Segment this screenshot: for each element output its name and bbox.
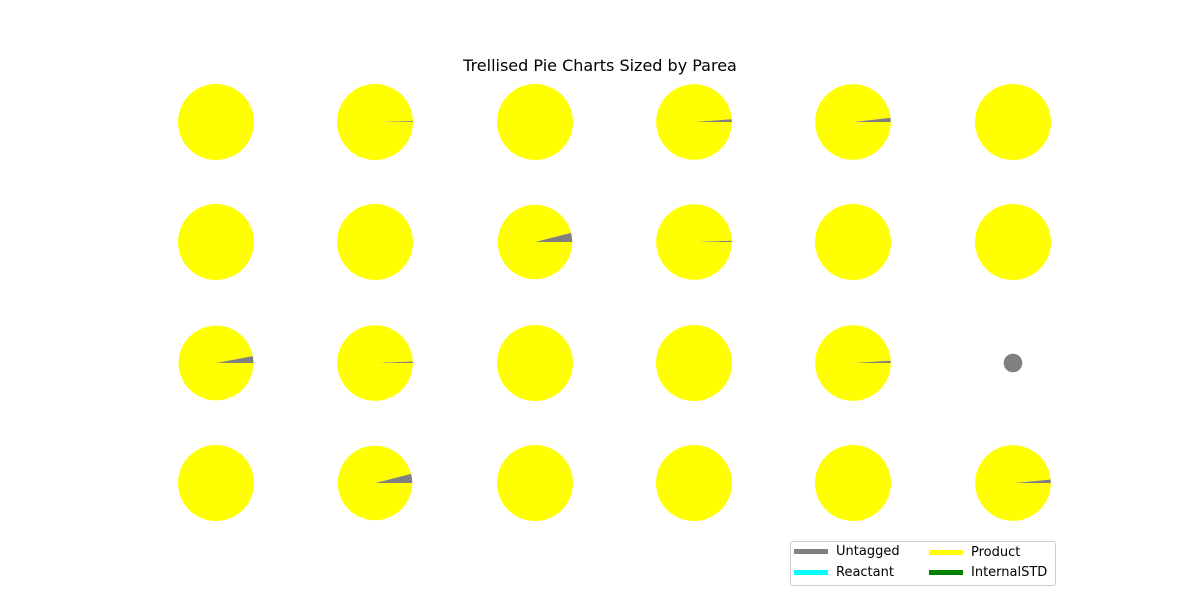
pie-slice-product bbox=[815, 325, 891, 401]
pie-slice-untagged bbox=[853, 360, 891, 363]
legend-label-internalstd: InternalSTD bbox=[971, 565, 1048, 580]
pie-slice-product bbox=[656, 445, 732, 521]
pie-r1c5 bbox=[815, 84, 891, 160]
pie-r2c5 bbox=[815, 204, 891, 280]
pie-r4c1 bbox=[178, 445, 254, 521]
pie-slice-product bbox=[497, 204, 573, 280]
pie-r4c6 bbox=[975, 445, 1051, 521]
pie-slice-product bbox=[497, 84, 573, 160]
pie-r2c6 bbox=[975, 204, 1051, 280]
legend-label-untagged: Untagged bbox=[836, 544, 900, 559]
pie-slice-product bbox=[975, 204, 1051, 280]
legend-item-product: Product bbox=[929, 545, 1020, 560]
pie-slice-product bbox=[815, 445, 891, 521]
pie-slice-untagged bbox=[853, 117, 891, 122]
pie-r2c2 bbox=[337, 204, 413, 280]
pie-slice-product bbox=[337, 83, 413, 160]
pie-slice-untagged bbox=[216, 355, 254, 363]
legend-item-untagged: Untagged bbox=[794, 544, 900, 559]
legend-swatch-internalstd bbox=[929, 570, 963, 575]
pie-r3c4 bbox=[656, 325, 732, 401]
pie-slice-product bbox=[815, 84, 891, 160]
pie-slice-untagged bbox=[535, 232, 573, 242]
pie-r2c3 bbox=[497, 204, 573, 280]
pie-slice-untagged bbox=[1013, 479, 1051, 483]
pie-r1c4 bbox=[656, 84, 732, 160]
pie-r4c4 bbox=[656, 445, 732, 521]
pie-slice-product bbox=[975, 445, 1051, 521]
legend-swatch-product bbox=[929, 550, 963, 555]
legend-item-reactant: Reactant bbox=[794, 565, 894, 580]
pie-slice-untagged bbox=[375, 361, 413, 363]
pie-slice-product bbox=[815, 204, 891, 280]
pie-r1c1 bbox=[178, 84, 254, 160]
pie-r1c2 bbox=[337, 83, 414, 160]
pie-r3c5 bbox=[815, 325, 891, 401]
pie-slice-untagged bbox=[1003, 353, 1023, 373]
pie-r2c4 bbox=[656, 204, 732, 280]
legend: Untagged Reactant Product InternalSTD bbox=[790, 541, 1056, 586]
chart-title: Trellised Pie Charts Sized by Parea bbox=[463, 56, 737, 75]
pie-r4c2 bbox=[337, 445, 413, 521]
pie-slice-product bbox=[178, 445, 254, 521]
pie-slice-product bbox=[178, 204, 254, 280]
legend-swatch-untagged bbox=[794, 549, 828, 554]
legend-label-product: Product bbox=[971, 545, 1021, 560]
pie-r3c6 bbox=[1003, 353, 1023, 373]
pie-r4c5 bbox=[815, 445, 891, 521]
pie-r1c3 bbox=[497, 84, 573, 160]
legend-label-reactant: Reactant bbox=[836, 565, 894, 580]
pie-slice-product bbox=[656, 325, 732, 401]
pie-slice-product bbox=[337, 445, 413, 521]
pie-slice-product bbox=[975, 84, 1051, 160]
pie-slice-product bbox=[656, 204, 732, 280]
pie-slice-product bbox=[178, 84, 254, 160]
pie-r4c3 bbox=[497, 445, 573, 521]
pie-slice-product bbox=[656, 84, 732, 160]
legend-swatch-reactant bbox=[794, 570, 828, 575]
pie-slice-untagged bbox=[375, 473, 413, 483]
pie-r3c1 bbox=[178, 325, 254, 401]
legend-item-internalstd: InternalSTD bbox=[929, 565, 1047, 580]
pie-slice-product bbox=[337, 204, 413, 280]
pie-r1c6 bbox=[975, 84, 1051, 160]
pie-r2c1 bbox=[178, 204, 254, 280]
pie-slice-product bbox=[337, 325, 413, 401]
pie-slice-untagged bbox=[694, 119, 732, 122]
pie-slice-untagged bbox=[694, 240, 732, 242]
pie-slice-product bbox=[497, 445, 573, 521]
pie-r3c3 bbox=[497, 325, 573, 401]
pie-slice-product bbox=[178, 325, 254, 401]
pie-slice-untagged bbox=[375, 121, 414, 122]
pie-slice-product bbox=[497, 325, 573, 401]
pie-r3c2 bbox=[337, 325, 413, 401]
